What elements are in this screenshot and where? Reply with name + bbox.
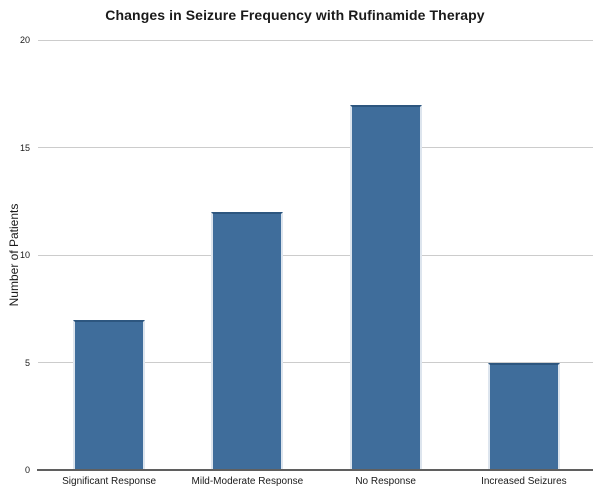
y-tick-label: 10 [19, 250, 30, 260]
plot-area: 0 5 10 15 20 Significant Response Mild-Moderat… [20, 35, 593, 487]
y-tick-label: 20 [19, 35, 30, 45]
x-axis-label: Significant Response [62, 476, 157, 487]
y-gridline [38, 254, 593, 256]
y-gridline [38, 362, 593, 363]
bar-no-response [349, 104, 422, 470]
y-gridline [38, 39, 593, 41]
y-tick-label: 5 [24, 357, 30, 368]
y-tick-label: 15 [19, 142, 30, 153]
bar-mild-moderate-response [211, 212, 284, 470]
y-gridline [38, 147, 593, 148]
bar-significant-response [73, 319, 146, 470]
bar-increased-seizures [487, 362, 560, 470]
x-axis-line [37, 469, 593, 471]
x-axis-label: Increased Seizures [481, 476, 567, 487]
chart-title: Changes in Seizure Frequency with Rufina… [105, 7, 485, 23]
x-axis-label: Mild-Moderate Response [191, 476, 304, 487]
x-axis-label: No Response [355, 476, 416, 487]
y-axis-label: Number of Patients [7, 203, 21, 307]
y-tick-label: 0 [24, 465, 30, 475]
